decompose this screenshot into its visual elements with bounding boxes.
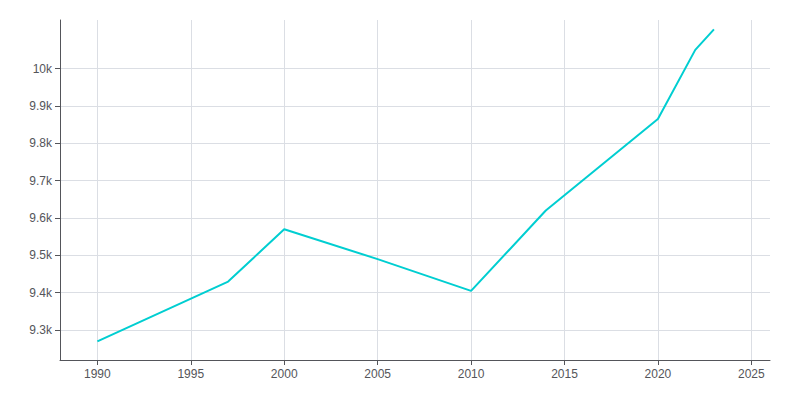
svg-text:9.8k: 9.8k [29, 136, 53, 150]
svg-text:9.7k: 9.7k [29, 174, 53, 188]
svg-text:9.9k: 9.9k [29, 99, 53, 113]
svg-text:9.6k: 9.6k [29, 211, 53, 225]
svg-text:1995: 1995 [177, 367, 204, 381]
svg-text:2000: 2000 [271, 367, 298, 381]
svg-text:2020: 2020 [645, 367, 672, 381]
svg-text:9.3k: 9.3k [29, 323, 53, 337]
svg-text:10k: 10k [33, 62, 53, 76]
svg-text:2005: 2005 [364, 367, 391, 381]
svg-text:9.5k: 9.5k [29, 248, 53, 262]
svg-text:2025: 2025 [738, 367, 765, 381]
svg-text:9.4k: 9.4k [29, 286, 53, 300]
svg-text:2010: 2010 [458, 367, 485, 381]
svg-text:1990: 1990 [84, 367, 111, 381]
svg-text:2015: 2015 [551, 367, 578, 381]
